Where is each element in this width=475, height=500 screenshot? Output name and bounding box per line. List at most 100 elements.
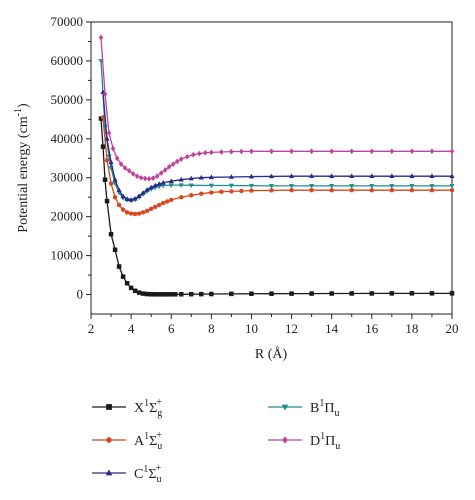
data-point xyxy=(429,173,435,179)
legend-label-symbol: Π xyxy=(325,434,335,449)
data-point xyxy=(389,148,395,155)
y-axis-title-main: Potential energy (cm xyxy=(16,116,31,232)
y-tick-label: 30000 xyxy=(51,170,84,185)
data-point xyxy=(146,175,152,182)
legend-label-multiplicity: 1 xyxy=(144,431,149,442)
legend-label: D1Πu xyxy=(310,431,340,452)
data-point xyxy=(308,173,315,179)
data-point xyxy=(122,164,128,172)
series-4 xyxy=(100,89,455,202)
data-point xyxy=(136,211,142,216)
data-point xyxy=(208,183,214,189)
data-point xyxy=(120,193,126,199)
data-point xyxy=(188,175,194,181)
legend-label-base: C xyxy=(134,467,143,482)
data-point xyxy=(188,183,194,189)
data-point xyxy=(136,290,142,295)
data-point xyxy=(389,291,395,296)
data-point xyxy=(112,176,118,182)
data-point xyxy=(449,184,455,189)
legend-label-base: A xyxy=(134,434,145,449)
y-tick-label: 60000 xyxy=(51,53,84,68)
legend-label: A1Σu+ xyxy=(134,430,162,452)
legend-label-symbol: Π xyxy=(324,401,334,416)
data-point xyxy=(148,292,154,297)
data-point xyxy=(132,288,138,294)
data-point xyxy=(189,193,194,198)
data-point xyxy=(120,274,126,279)
legend-label-symbol: Σ xyxy=(148,467,156,482)
data-point xyxy=(138,174,144,181)
data-point xyxy=(140,291,146,296)
data-point xyxy=(136,193,142,198)
data-point xyxy=(128,197,134,202)
x-axis-title: R (Å) xyxy=(255,346,288,362)
series-2 xyxy=(100,115,455,217)
data-point xyxy=(449,291,455,296)
data-point xyxy=(268,173,275,179)
x-tick-label: 16 xyxy=(365,321,379,336)
legend-label-base: D xyxy=(310,434,320,449)
data-point xyxy=(179,194,184,200)
data-point xyxy=(132,195,138,201)
legend-item: X1Σg+ xyxy=(92,397,162,419)
series-3 xyxy=(98,59,455,204)
data-point xyxy=(429,148,435,155)
data-point xyxy=(124,280,130,286)
data-point xyxy=(178,176,184,182)
data-point xyxy=(179,292,184,297)
x-tick-label: 8 xyxy=(208,321,215,336)
y-tick-label: 70000 xyxy=(51,14,84,29)
data-point xyxy=(102,177,108,182)
data-point xyxy=(229,148,234,155)
data-point xyxy=(229,189,234,194)
data-point xyxy=(168,292,174,297)
data-point xyxy=(369,148,375,155)
data-point xyxy=(140,189,146,195)
data-point xyxy=(104,135,110,141)
legend-label-multiplicity: 1 xyxy=(144,398,149,409)
data-point xyxy=(308,184,315,189)
data-point xyxy=(142,175,148,182)
series-1 xyxy=(98,116,455,297)
data-point xyxy=(219,149,224,156)
data-point xyxy=(309,148,314,155)
data-point xyxy=(199,191,204,196)
data-point xyxy=(98,34,104,41)
legend-label: B1Πu xyxy=(310,398,339,419)
data-point xyxy=(239,188,244,194)
legend-label-parity: + xyxy=(156,397,162,408)
plot-frame xyxy=(90,21,453,315)
data-point xyxy=(144,208,150,214)
x-tick-label: 18 xyxy=(405,321,418,336)
y-axis-title: Potential energy (cm-1) xyxy=(13,103,31,233)
data-point xyxy=(199,291,204,297)
data-point xyxy=(168,178,174,184)
data-point xyxy=(100,144,106,149)
data-point xyxy=(209,149,214,156)
data-point xyxy=(229,291,234,297)
legend-swatch-marker xyxy=(281,404,289,411)
data-point xyxy=(429,184,435,189)
x-tick-label: 20 xyxy=(446,321,459,336)
data-point xyxy=(248,173,255,179)
data-point xyxy=(154,173,160,180)
series-5 xyxy=(98,34,455,182)
data-point xyxy=(409,291,415,296)
data-point xyxy=(189,291,194,297)
data-point xyxy=(349,148,355,155)
legend-label-parity: + xyxy=(156,430,162,441)
data-point xyxy=(184,153,190,160)
data-point xyxy=(269,148,274,155)
data-point xyxy=(150,175,156,182)
data-point xyxy=(268,184,275,189)
legend-label-subscript: u xyxy=(334,408,339,419)
data-point xyxy=(389,184,395,189)
data-point xyxy=(140,210,146,215)
data-point xyxy=(144,291,150,297)
data-point xyxy=(156,292,162,297)
data-point xyxy=(144,186,150,192)
data-point xyxy=(429,291,435,296)
data-point xyxy=(170,161,176,168)
data-point xyxy=(108,231,114,237)
